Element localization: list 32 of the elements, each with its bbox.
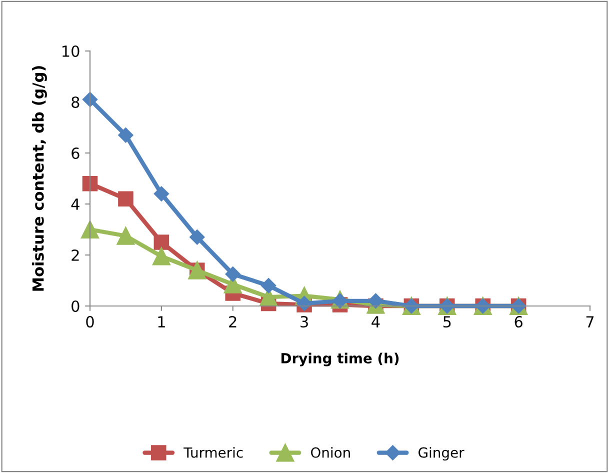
point: [154, 186, 169, 202]
point: [261, 278, 276, 294]
x-axis-title: Drying time (h): [281, 352, 399, 366]
y-tick-label: 0: [72, 300, 80, 312]
point: [152, 247, 170, 266]
point: [368, 293, 384, 308]
point: [154, 234, 170, 250]
x-tick-label: 6: [514, 316, 522, 328]
x-tick-label: 5: [443, 316, 451, 328]
x-tick-label: 2: [229, 316, 236, 328]
y-tick-label: 8: [72, 96, 80, 108]
x-tick-label: 7: [586, 316, 594, 328]
point: [80, 220, 100, 239]
y-tick-label: 2: [72, 249, 79, 261]
point: [82, 176, 98, 192]
point: [118, 128, 134, 143]
y-tick-label: 10: [62, 45, 80, 58]
point: [225, 266, 240, 282]
point: [118, 191, 134, 207]
x-tick-label: 1: [158, 316, 165, 328]
legend-label: Turmeric: [184, 447, 243, 458]
y-tick-label: 6: [72, 147, 80, 160]
legend-label: Onion: [310, 447, 350, 458]
y-tick-label: 4: [71, 198, 80, 210]
point: [82, 92, 98, 108]
point: [190, 230, 205, 245]
legend-label: Ginger: [418, 447, 464, 460]
x-tick-label: 0: [86, 316, 94, 328]
y-axis-title: Moisture content, db (g/g): [32, 66, 47, 291]
point: [116, 226, 135, 245]
x-tick-label: 4: [372, 316, 380, 328]
x-tick-label: 3: [300, 316, 308, 328]
